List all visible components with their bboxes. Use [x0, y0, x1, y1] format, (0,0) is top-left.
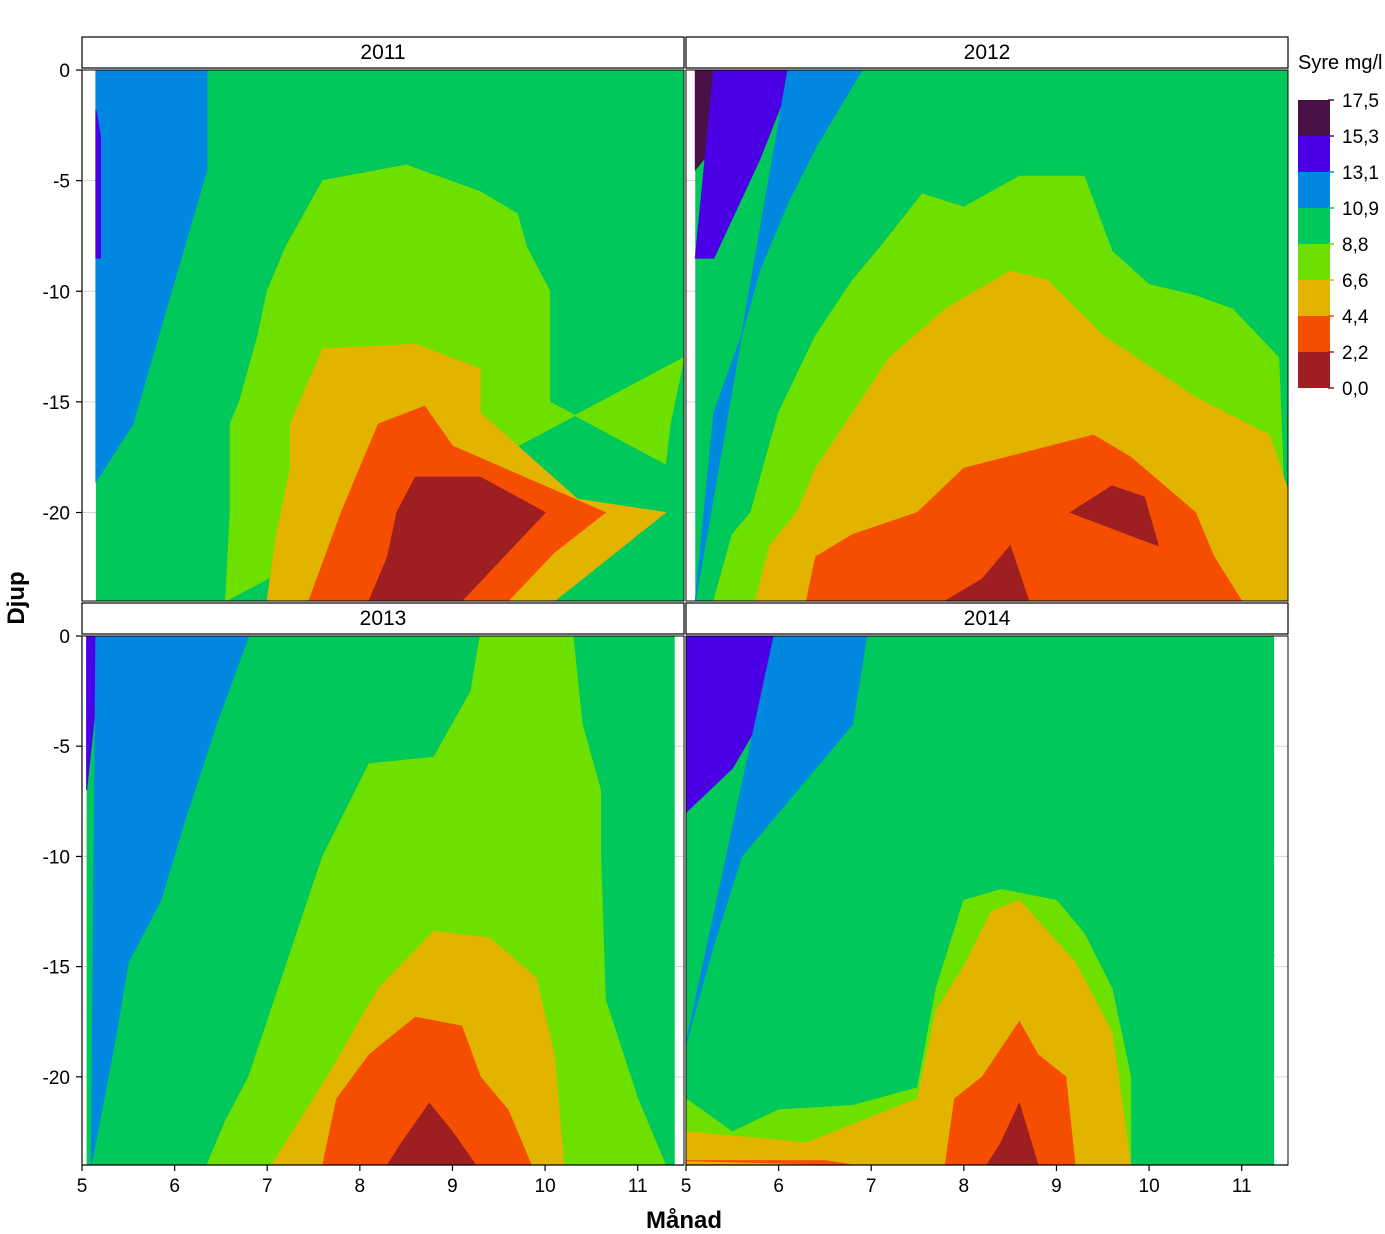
x-tick-label: 9: [447, 1176, 458, 1197]
y-tick-label: -20: [43, 504, 70, 525]
contour-band: [805, 434, 1243, 601]
x-tick-label: 11: [1232, 1176, 1252, 1197]
legend-layer: Syre mg/l 17,5 15,3 13,1 10,9 8,8 6,6 4,4 2,2 0,0: [1298, 52, 1382, 400]
legend-title: Syre mg/l: [1298, 52, 1382, 74]
legend-swatch: [1298, 244, 1330, 280]
legend-break-label: 6,6: [1342, 271, 1368, 292]
contour-band: [686, 636, 775, 813]
contour-band: [694, 70, 789, 259]
legend-swatch: [1298, 352, 1330, 388]
x-tick-label: 9: [1051, 1176, 1062, 1197]
contour-band: [1069, 485, 1160, 547]
x-tick-label: 7: [866, 1176, 877, 1197]
legend-swatch: [1298, 280, 1330, 316]
x-tick-label: 8: [355, 1176, 366, 1197]
panel-2011: 2011: [81, 36, 685, 602]
contour-band: [387, 1102, 477, 1165]
x-tick-label: 5: [77, 1176, 88, 1197]
contour-band: [686, 636, 868, 1044]
y-tick-label: -10: [43, 282, 70, 303]
x-axis-title: Månad: [646, 1207, 722, 1234]
panel-2014: 2014: [685, 602, 1289, 1166]
panel-2012: 2012: [685, 36, 1289, 602]
contour-band: [90, 636, 250, 1165]
y-axis-title: Djup: [3, 571, 30, 624]
y-tick-label: -5: [53, 172, 70, 193]
contour-band: [944, 1020, 1076, 1165]
legend-swatch: [1298, 100, 1330, 136]
y-tick-label: -5: [53, 737, 70, 758]
legend-swatch: [1298, 208, 1330, 244]
legend-break-label: 15,3: [1342, 127, 1379, 148]
contour-band: [322, 1016, 532, 1165]
y-tick-label: 0: [59, 61, 70, 82]
legend-swatch: [1298, 316, 1330, 352]
legend-break-label: 13,1: [1342, 163, 1379, 184]
panel-contours: [686, 636, 1275, 1165]
x-tick-label: 5: [681, 1176, 692, 1197]
panel-contours: [694, 70, 1288, 601]
y-tick-label: -15: [43, 393, 70, 414]
x-tick-label: 10: [535, 1176, 556, 1197]
contour-band: [694, 70, 863, 601]
legend-break-label: 2,2: [1342, 343, 1368, 364]
axes-layer: 0 -5 -10 -15 -20 0 -5 -10 -15 -20 5 6 7 8 9 10 11 5 6 7 8 9 10…: [43, 61, 1288, 1197]
x-tick-label: 7: [262, 1176, 273, 1197]
legend-break-label: 8,8: [1342, 235, 1368, 256]
x-tick-label: 8: [959, 1176, 970, 1197]
legend-break-label: 4,4: [1342, 307, 1369, 328]
x-tick-label: 6: [773, 1176, 784, 1197]
strip-label: 2013: [360, 607, 407, 630]
strip-2012: [685, 36, 1289, 69]
strip-2011: [81, 36, 685, 69]
y-tick-label: 0: [59, 627, 70, 648]
contour-band: [95, 109, 101, 259]
legend-break-label: 0,0: [1342, 379, 1368, 400]
y-tick-label: -15: [43, 958, 70, 979]
contour-band: [206, 636, 667, 1165]
panel-border: [685, 69, 1289, 602]
y-tick-label: -20: [43, 1068, 70, 1089]
y-tick-label: -10: [43, 847, 70, 868]
strip-label: 2012: [964, 41, 1011, 64]
contour-band: [686, 1160, 853, 1165]
panel-2013: 2013: [81, 602, 685, 1166]
panel-contours: [86, 636, 675, 1165]
x-tick-label: 10: [1139, 1176, 1160, 1197]
x-tick-label: 6: [169, 1176, 180, 1197]
legend-break-label: 10,9: [1342, 199, 1379, 220]
contour-band: [95, 70, 208, 484]
strip-label: 2014: [964, 607, 1011, 630]
legend-swatch: [1298, 136, 1330, 172]
panel-contours: [95, 70, 684, 601]
x-tick-label: 11: [628, 1176, 648, 1197]
strip-2013: [81, 602, 685, 635]
legend-swatch: [1298, 172, 1330, 208]
contour-band: [944, 544, 1030, 601]
legend-break-label: 17,5: [1342, 91, 1379, 112]
contour-band: [368, 476, 546, 601]
strip-label: 2011: [360, 41, 405, 64]
contour-band: [986, 1101, 1039, 1165]
strip-2014: [685, 602, 1289, 635]
panels-layer: 2011 2012 2013 2014: [81, 36, 1289, 1166]
